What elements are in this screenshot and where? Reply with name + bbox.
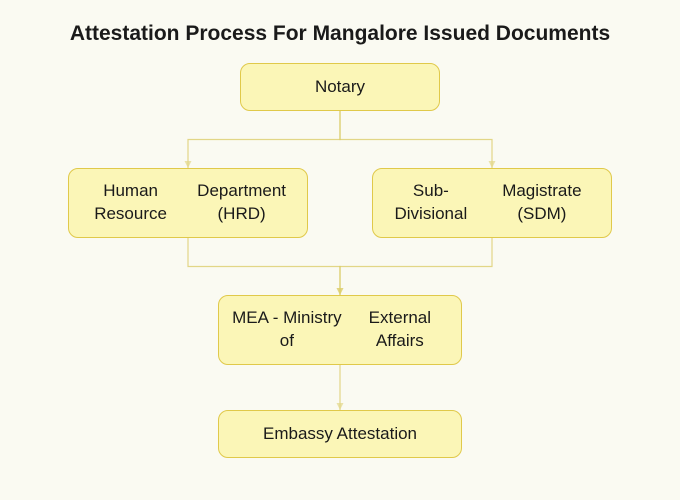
node-label: Department (HRD) — [184, 180, 299, 226]
node-sdm: Sub-DivisionalMagistrate (SDM) — [372, 168, 612, 238]
node-label: Human Resource — [77, 180, 184, 226]
node-label: Embassy Attestation — [263, 423, 417, 446]
node-label: Notary — [315, 76, 365, 99]
edge-sdm-to-mea — [340, 238, 492, 295]
node-mea: MEA - Ministry ofExternal Affairs — [218, 295, 462, 365]
edge-notary-to-hrd — [188, 111, 340, 168]
node-label: MEA - Ministry of — [227, 307, 347, 353]
node-embassy: Embassy Attestation — [218, 410, 462, 458]
node-label: Magistrate (SDM) — [481, 180, 603, 226]
node-hrd: Human ResourceDepartment (HRD) — [68, 168, 308, 238]
node-label: Sub-Divisional — [381, 180, 481, 226]
node-label: External Affairs — [347, 307, 453, 353]
edge-hrd-to-mea — [188, 238, 340, 295]
edge-notary-to-sdm — [340, 111, 492, 168]
node-notary: Notary — [240, 63, 440, 111]
diagram-title: Attestation Process For Mangalore Issued… — [0, 22, 680, 46]
